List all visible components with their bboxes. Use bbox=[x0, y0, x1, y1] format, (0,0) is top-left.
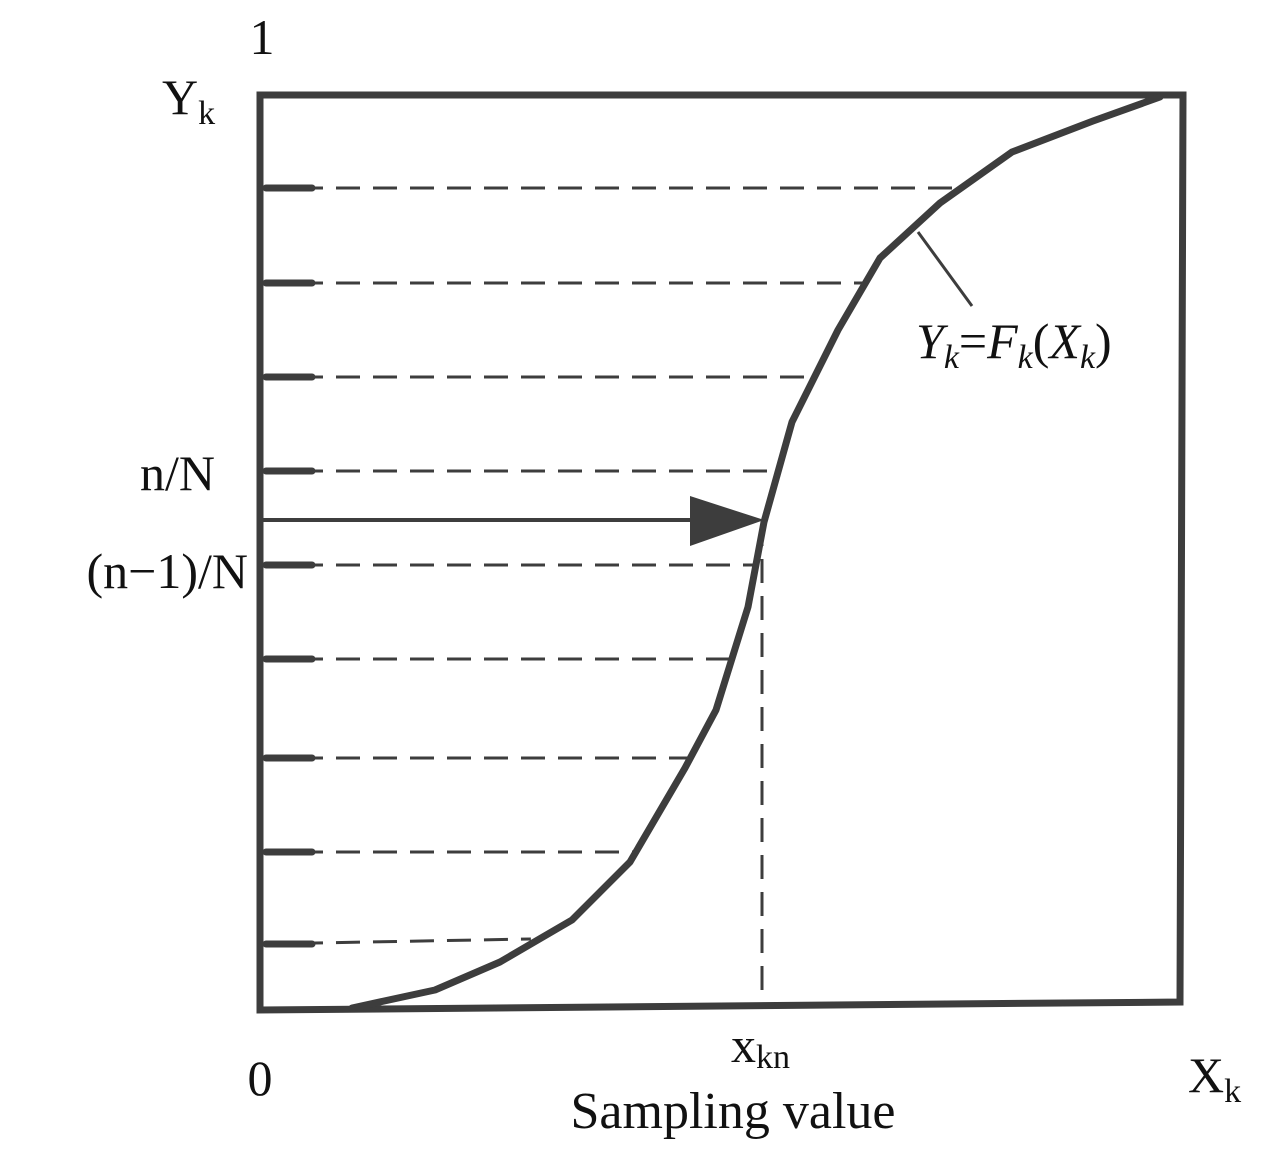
y-axis-label: Yk bbox=[162, 69, 215, 132]
x-axis-label: Xk bbox=[1188, 1047, 1241, 1110]
origin-label: 0 bbox=[248, 1050, 273, 1106]
plot-frame bbox=[256, 91, 1187, 1014]
curve-equation-label: Yk=Fk(Xk) bbox=[916, 313, 1112, 376]
probability-level-ticks bbox=[262, 184, 316, 948]
curve-leader-line bbox=[916, 231, 974, 307]
sampling-arrow-head bbox=[690, 496, 764, 546]
level-n-label: n/N bbox=[140, 445, 215, 501]
probability-level-dashes bbox=[261, 186, 962, 946]
sample-value-label: xkn bbox=[731, 1017, 790, 1076]
level-n-minus-1-label: (n−1)/N bbox=[87, 543, 249, 599]
x-axis-title: Sampling value bbox=[571, 1083, 896, 1140]
cdf-curve bbox=[348, 93, 1164, 1012]
y-top-label: 1 bbox=[250, 9, 275, 65]
